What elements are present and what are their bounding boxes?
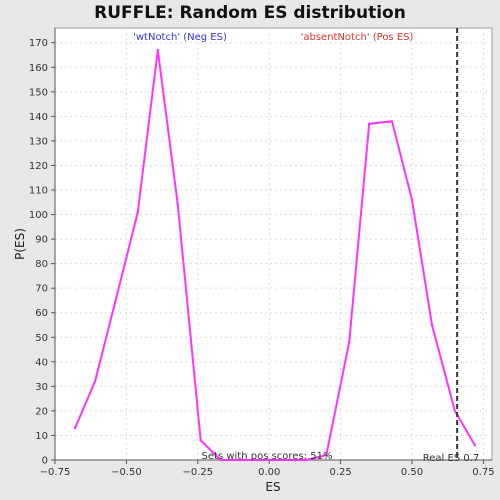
es-data-point [262,458,265,462]
es-data-point [367,122,371,125]
y-tick-label: 140 [29,112,48,123]
neg-es-label: 'wtNotch' (Neg ES) [133,32,227,43]
y-tick-label: 120 [29,161,48,172]
es-data-point [199,439,202,442]
real-es-label: Real ES 0.7 [423,453,479,464]
es-data-point [136,210,140,214]
y-tick-label: 130 [29,136,48,147]
x-tick-label: −0.25 [182,467,213,478]
pos-es-label: 'absentNotch' (Pos ES) [301,32,414,43]
y-tick-label: 170 [29,38,48,49]
es-data-point [430,323,434,327]
x-axis-title: ES [265,480,280,494]
plot-area [54,27,493,461]
x-tick-label: −0.75 [40,467,71,478]
es-data-point [93,380,97,383]
es-data-point [410,198,414,202]
y-tick-label: 100 [29,210,48,221]
es-distribution-line [74,49,476,461]
es-data-point [156,48,160,52]
es-data-point [390,120,394,123]
y-axis-title: P(ES) [13,228,27,260]
x-tick-label: 0.00 [258,467,280,478]
x-tick-label: 0.50 [401,467,423,478]
es-data-point [473,444,477,447]
series-layer [73,48,477,462]
es-data-point [453,409,457,413]
y-tick-label: 70 [35,284,48,295]
y-tick-label: 90 [35,235,48,246]
es-data-point [113,301,117,305]
es-data-point [239,458,242,462]
y-tick-label: 50 [35,333,48,344]
y-tick-label: 60 [35,308,48,319]
es-data-point [347,340,351,344]
es-data-point [325,453,328,457]
es-data-point [176,203,180,206]
y-tick-label: 10 [35,431,48,442]
x-tick-label: −0.50 [111,467,142,478]
y-tick-label: 30 [35,382,48,393]
x-tick-label: 0.25 [329,467,351,478]
y-tick-label: 80 [35,259,48,270]
es-data-point [282,458,285,462]
pos-scores-label: Sets with pos scores: 51% [202,451,333,462]
y-tick-label: 160 [29,63,48,74]
es-data-point [219,458,222,462]
y-tick-label: 0 [42,456,48,467]
x-tick-label: 0.75 [472,467,494,478]
y-tick-label: 40 [35,357,48,368]
es-data-point [73,426,77,430]
y-tick-label: 150 [29,87,48,98]
grid-layer [54,28,492,461]
chart-title: RUFFLE: Random ES distribution [94,3,406,23]
tick-layer: 0 10 20 30 40 50 60 70 80 90 100 110 120 130 140 150 160… [29,38,495,478]
y-tick-label: 110 [29,186,48,197]
es-data-point [305,458,308,462]
y-tick-label: 20 [35,406,48,417]
